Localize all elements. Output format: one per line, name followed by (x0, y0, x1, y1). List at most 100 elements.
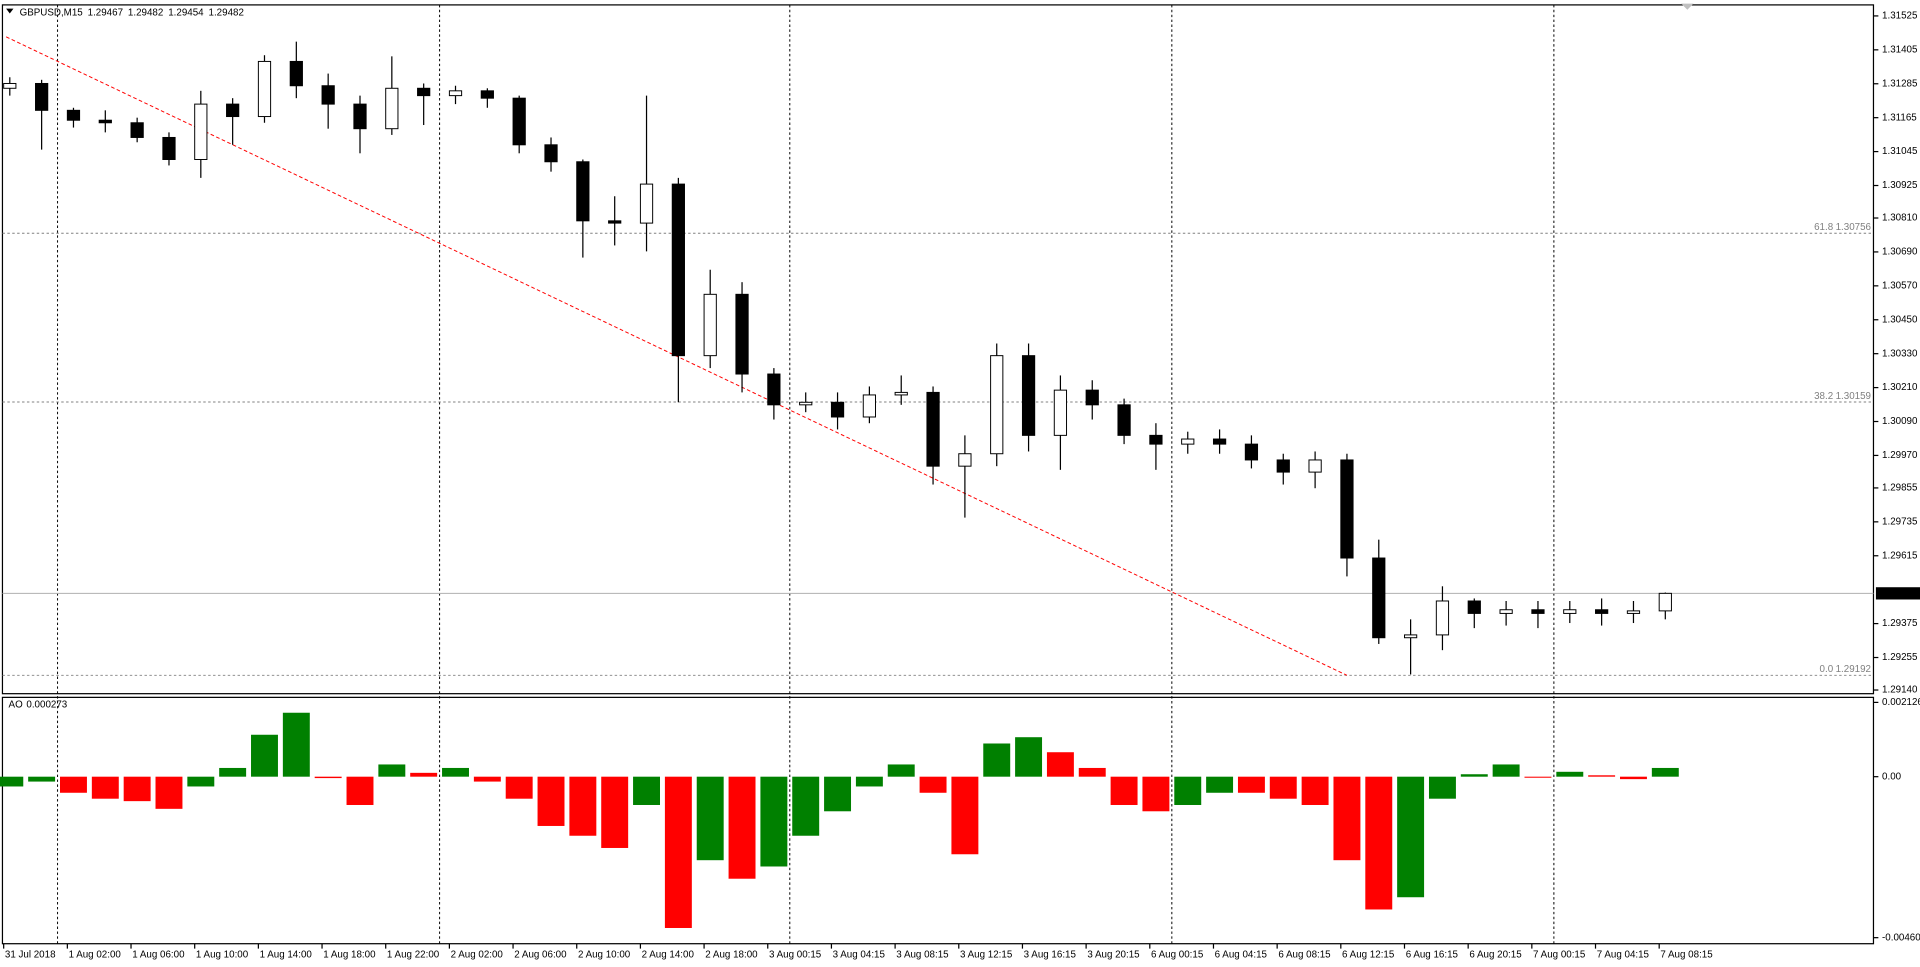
shift-marker (1681, 3, 1694, 10)
fib-level: 61.8 (1814, 222, 1834, 233)
candle-body (1244, 443, 1259, 461)
candle-body (990, 355, 1004, 455)
y-tick-label: -0.004607 (1882, 932, 1920, 943)
ao-bar (1397, 776, 1425, 898)
candle-body (1372, 557, 1386, 639)
ao-bar (473, 776, 501, 782)
candle-body (35, 82, 49, 111)
x-tick-label: 3 Aug 12:15 (960, 949, 1013, 960)
header-price: 1.29467 (88, 7, 123, 18)
x-tick-label: 2 Aug 10:00 (578, 949, 631, 960)
menu-arrow[interactable] (6, 8, 14, 14)
x-tick-label: 1 Aug 02:00 (69, 949, 122, 960)
candle-body (639, 183, 654, 224)
fib-level: 0.0 (1820, 664, 1834, 675)
candle-body (1053, 389, 1068, 436)
ao-bar (664, 776, 692, 928)
ao-bar (155, 776, 183, 809)
ao-bar (1269, 776, 1297, 799)
ao-bar (378, 764, 406, 777)
candle-body (1563, 609, 1577, 614)
ao-bar (1110, 776, 1138, 805)
ao-bar (251, 734, 278, 777)
ao-bar (696, 776, 724, 861)
x-tick-label: 6 Aug 00:15 (1151, 949, 1204, 960)
ao-bar (887, 764, 915, 777)
x-tick-label: 1 Aug 22:00 (387, 949, 440, 960)
x-tick-label: 6 Aug 12:15 (1342, 949, 1395, 960)
candle-body (226, 103, 240, 118)
ao-bar (601, 776, 629, 848)
symbol: GBPUSD,M15 (20, 7, 84, 18)
fib-price: 1.29192 (1836, 664, 1871, 675)
ao-bar (346, 776, 374, 805)
x-tick-label: 31 Jul 2018 (5, 949, 56, 960)
candle-body (576, 161, 590, 222)
y-tick-label: 0.002126 (1882, 697, 1920, 708)
ao-bar (1460, 774, 1488, 777)
y-tick-label: 1.30810 (1882, 213, 1918, 224)
x-tick-label: 2 Aug 18:00 (705, 949, 758, 960)
price-panel (1, 4, 1875, 695)
candle-body (1658, 592, 1672, 612)
candle-body (162, 136, 176, 160)
ao-bar (1588, 775, 1616, 777)
header-price: 1.29482 (209, 7, 244, 18)
y-tick-label: 1.29970 (1882, 450, 1918, 461)
ao-bar (1333, 776, 1361, 861)
ao-bar (187, 776, 215, 787)
ao-bar (1651, 767, 1679, 777)
ao-bar (123, 776, 151, 802)
ao-bar (314, 776, 342, 779)
ao-bar (1428, 776, 1456, 799)
ao-bar (1556, 771, 1584, 777)
candle-body (926, 391, 940, 467)
candle-body (1531, 609, 1545, 614)
ao-bar (60, 776, 87, 793)
ao-bar (951, 776, 979, 855)
candle-body (1435, 600, 1450, 636)
candle-body (512, 97, 526, 146)
candle-body (1149, 434, 1163, 445)
candle-body (1085, 389, 1099, 406)
ao-bar (1174, 776, 1202, 805)
indicator-panel (1, 696, 1875, 945)
candle-body (1276, 459, 1290, 473)
ao-bar (919, 776, 947, 793)
candle-body (608, 220, 622, 224)
y-tick-label: 1.29735 (1882, 516, 1918, 527)
fib-label: 61.8 1.30756 (1814, 222, 1871, 233)
ao-bar (1620, 776, 1647, 780)
indicator-value: 0.000273 (26, 699, 67, 710)
y-tick-label: 1.31165 (1882, 112, 1917, 123)
candle-body (1404, 634, 1418, 639)
ao-bar (760, 776, 788, 867)
ao-bar (1206, 776, 1234, 793)
y-tick-label: 1.30570 (1882, 280, 1918, 291)
ao-bar (537, 776, 565, 826)
candle-body (862, 394, 876, 418)
candle-body (1117, 404, 1131, 436)
y-tick-label: 1.30090 (1882, 416, 1918, 427)
ao-bar (1142, 776, 1170, 812)
fib-label: 0.0 1.29192 (1820, 664, 1871, 675)
y-tick-label: 1.30925 (1882, 180, 1918, 191)
x-tick-label: 6 Aug 04:15 (1215, 949, 1268, 960)
ao-bar (983, 743, 1011, 777)
candle-body (1499, 609, 1513, 614)
y-tick-label: 1.29615 (1882, 550, 1918, 561)
ao-bar (1301, 776, 1329, 805)
candle-body (194, 103, 208, 160)
ao-bar (633, 776, 660, 805)
candle-body (98, 119, 112, 124)
current-price-label: 1.29482 (1881, 588, 1916, 599)
candle-body (1626, 610, 1641, 614)
x-tick-label: 3 Aug 16:15 (1024, 949, 1077, 960)
y-tick-label: 1.30330 (1882, 348, 1918, 359)
x-tick-label: 6 Aug 08:15 (1278, 949, 1331, 960)
indicator-title: AO (9, 699, 24, 710)
candle-body (66, 109, 81, 121)
current-price-box (1875, 587, 1920, 600)
header-price: 1.29454 (168, 7, 204, 18)
y-tick-label: 0.00 (1882, 771, 1902, 782)
